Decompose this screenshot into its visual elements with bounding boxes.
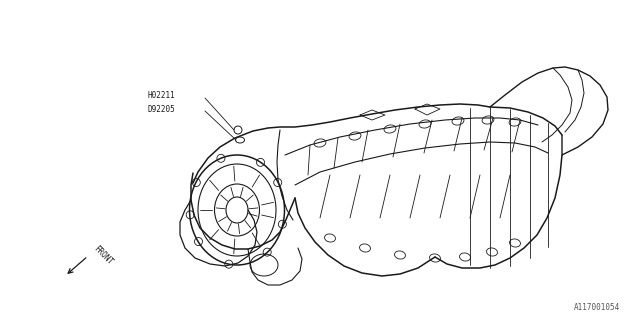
Text: D92205: D92205	[148, 105, 176, 114]
Text: FRONT: FRONT	[92, 244, 115, 266]
Text: H02211: H02211	[148, 91, 176, 100]
Text: A117001054: A117001054	[573, 303, 620, 312]
